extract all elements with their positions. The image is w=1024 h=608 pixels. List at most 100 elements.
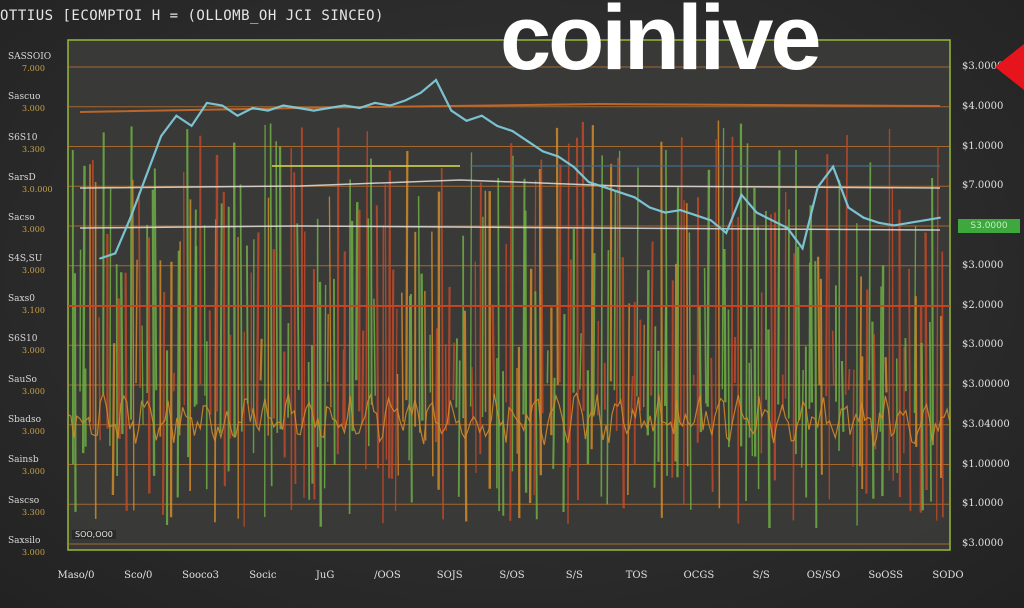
price-point xyxy=(679,209,682,211)
left-axis-sublabel: 3.000 xyxy=(22,225,45,235)
volume-spike xyxy=(470,367,474,424)
volume-spike xyxy=(417,196,421,433)
price-point xyxy=(878,221,880,224)
volume-spike xyxy=(936,147,939,521)
left-axis-sublabel: 3.300 xyxy=(22,144,45,154)
volume-spike xyxy=(132,179,135,511)
price-point xyxy=(847,206,850,209)
volume-spike xyxy=(567,143,570,524)
volume-spike xyxy=(348,179,351,515)
volume-spike xyxy=(497,178,500,512)
price-series-line xyxy=(99,78,941,260)
right-axis-label: $3.0000 xyxy=(962,339,1004,351)
volume-spike xyxy=(474,261,477,473)
volume-spike xyxy=(800,370,804,468)
price-point xyxy=(404,99,407,102)
left-axis-sublabel: 3.000 xyxy=(22,386,45,396)
x-tick-label: Sooco3 xyxy=(182,570,219,581)
left-axis-sublabel: 3.0.000 xyxy=(22,185,53,194)
reference-line-upper xyxy=(79,179,941,189)
price-point xyxy=(358,107,361,109)
volume-spike xyxy=(183,172,185,406)
volume-spike xyxy=(730,136,734,425)
left-axis-sublabel: 3.000 xyxy=(22,548,45,557)
volume-spike xyxy=(73,273,77,512)
left-axis-label: Sacso xyxy=(8,213,35,224)
footer-badge: SOO,OO0 xyxy=(72,530,116,539)
volume-spike xyxy=(79,249,82,392)
x-tick-label: /OOS xyxy=(374,570,401,581)
price-point xyxy=(236,114,239,117)
volume-spike xyxy=(796,246,801,420)
volume-spike xyxy=(408,295,411,461)
price-point xyxy=(939,216,941,219)
volume-spike xyxy=(405,151,409,401)
volume-spike xyxy=(646,269,650,436)
volume-spike xyxy=(831,330,835,385)
right-axis-label: $1.0000 xyxy=(962,498,1004,510)
volume-spike xyxy=(825,154,829,397)
price-point xyxy=(832,165,834,168)
volume-spike xyxy=(332,278,336,465)
volume-spike xyxy=(777,150,781,405)
price-point xyxy=(664,211,666,214)
price-point xyxy=(450,109,453,112)
volume-spike xyxy=(847,369,851,390)
x-tick-label: SODO xyxy=(932,570,964,581)
price-point xyxy=(542,150,544,153)
x-tick-label: S/S xyxy=(565,570,583,581)
volume-spike xyxy=(884,357,888,393)
price-point xyxy=(496,125,498,127)
left-axis-label: Sascuo xyxy=(8,92,41,103)
volume-spike xyxy=(592,253,596,417)
volume-spike xyxy=(373,298,376,396)
price-point xyxy=(312,109,315,112)
volume-spike xyxy=(141,325,144,425)
volume-spike xyxy=(129,126,133,420)
volume-spike xyxy=(770,214,774,439)
volume-spike xyxy=(871,321,875,499)
volume-spike xyxy=(928,322,932,502)
volume-spike xyxy=(615,157,619,431)
volume-spike xyxy=(151,189,156,476)
volume-spike xyxy=(852,369,855,467)
volume-spike xyxy=(275,141,279,433)
volume-spike xyxy=(161,292,166,515)
right-axis-label: $7.0000 xyxy=(962,180,1004,192)
left-axis-sublabel: 7.000 xyxy=(22,64,45,73)
volume-spike xyxy=(723,248,727,403)
volume-spike xyxy=(534,291,538,520)
left-axis-sublabel: 3.100 xyxy=(22,306,45,315)
left-axis-label: S6S10 xyxy=(8,132,38,143)
volume-spike xyxy=(685,203,689,467)
x-tick-label: S/OS xyxy=(499,570,525,581)
volume-spike xyxy=(817,256,821,386)
price-point xyxy=(740,193,743,196)
left-axis-label: Sbadso xyxy=(8,415,42,425)
volume-spike xyxy=(255,232,260,426)
left-axis-sublabel: 3.300 xyxy=(22,507,45,517)
volume-spike xyxy=(102,132,105,394)
volume-spike xyxy=(767,329,771,529)
volume-spike xyxy=(469,152,473,407)
x-tick-label: SOJS xyxy=(436,570,463,581)
price-point xyxy=(206,102,208,104)
right-axis-label: $2.0000 xyxy=(962,299,1004,311)
reference-line-lower xyxy=(79,225,941,231)
volume-spike xyxy=(859,276,863,467)
x-tick-label: SoOSS xyxy=(868,570,904,581)
x-tick-label: Maso/0 xyxy=(57,570,95,581)
price-point xyxy=(374,102,376,104)
price-point xyxy=(862,216,865,219)
price-point xyxy=(419,91,422,94)
price-point xyxy=(175,114,178,117)
price-point xyxy=(648,206,651,209)
price-point xyxy=(343,104,346,107)
x-tick-label: OS/SO xyxy=(806,570,841,581)
left-axis-label: SauSo xyxy=(8,374,37,385)
volume-spike xyxy=(119,272,124,434)
left-axis-label: Saxsilo xyxy=(8,536,41,546)
volume-spike xyxy=(688,232,692,510)
volume-spike xyxy=(621,257,625,509)
